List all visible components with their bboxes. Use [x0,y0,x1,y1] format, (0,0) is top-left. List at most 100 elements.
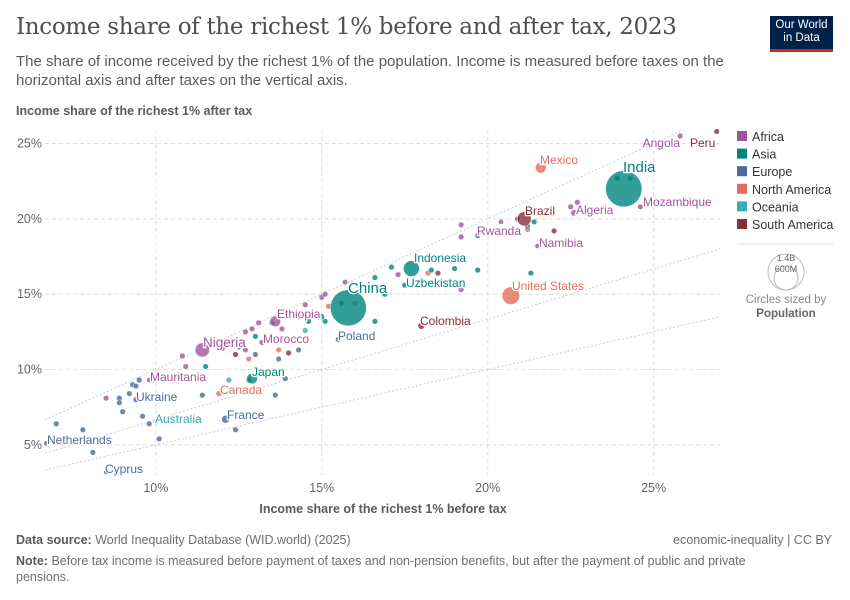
data-point [89,449,96,456]
data-point [451,265,458,272]
y-tick-label: 10% [17,363,42,377]
legend-label: South America [752,218,833,232]
legend-swatch [737,131,747,141]
data-point [219,345,226,352]
legend-item-africa[interactable]: Africa [737,130,784,144]
reference-line [44,316,721,471]
owid-logo[interactable]: Our World in Data [770,16,833,52]
data-point [371,318,378,325]
data-point [275,346,282,353]
legend-item-europe[interactable]: Europe [737,165,792,179]
legend-swatch [737,219,747,229]
data-point [182,363,189,370]
data-point [318,313,325,320]
data-point [295,346,302,353]
point-label: Morocco [263,332,309,346]
legend-item-south-america[interactable]: South America [737,218,833,232]
legend-swatch [737,183,747,194]
point-label: Netherlands [47,433,112,447]
data-point [249,325,256,332]
point-label: Brazil [525,204,555,218]
data-point-ukraine [132,396,140,403]
data-point [342,279,349,286]
data-point [252,351,259,358]
point-label: Poland [338,329,375,343]
reference-line [44,248,721,454]
point-label: Cyprus [105,462,143,476]
data-point-poland [335,336,342,343]
point-label: Ukraine [136,390,178,404]
point-label: Namibia [539,236,583,250]
data-point-france [221,415,230,424]
data-point [136,377,143,384]
data-point-canada [215,390,223,397]
data-point [278,325,285,332]
data-point-nigeria [194,342,210,358]
legend-item-north-america[interactable]: North America [737,183,831,197]
size-legend-title: Circles sized by [746,294,827,306]
data-point-uzbekistan [401,282,408,289]
point-label: Mexico [540,153,578,167]
data-point [551,227,558,234]
data-point [202,363,209,370]
data-point [252,333,259,340]
x-tick-label: 15% [309,481,334,495]
data-point [388,264,395,271]
data-source: Data source: World Inequality Database (… [16,533,351,547]
legend-item-oceania[interactable]: Oceania [737,200,799,214]
data-point [116,399,123,406]
data-point [395,271,402,278]
chart-title: Income share of the richest 1% before an… [16,14,677,40]
data-point [146,420,153,427]
data-point [381,291,388,298]
point-label: Angola [643,136,681,150]
data-point-colombia [417,322,426,330]
legend-label: Africa [752,130,784,144]
y-tick-label: 5% [24,438,42,452]
data-point [371,274,378,281]
note-text: Before tax income is measured before pay… [16,554,746,584]
data-point-namibia [534,243,541,249]
data-point [79,426,86,433]
data-point [103,395,110,402]
data-point [272,392,279,399]
data-point-algeria [570,209,578,217]
license[interactable]: economic-inequality | CC BY [673,533,832,547]
point-label: Ethiopia [277,307,321,321]
data-point [282,375,289,382]
data-point-japan [246,372,258,385]
point-label: India [623,159,656,176]
size-legend-label: 1.4B [777,253,796,263]
data-point-mozambique [637,203,644,210]
data-point [245,355,252,362]
x-tick-label: 20% [475,481,500,495]
point-label: Canada [220,383,262,397]
data-point [302,301,309,308]
data-point [275,355,282,362]
data-point-netherlands [43,440,50,447]
point-label: Uzbekistan [406,276,465,290]
data-point [355,333,362,340]
legend-swatch [737,166,747,177]
data-point [225,377,232,384]
y-axis-title: Income share of the richest 1% after tax [16,104,252,118]
x-axis-title: Income share of the richest 1% before ta… [259,502,506,516]
data-point-indonesia [403,260,420,277]
point-label: Algeria [576,203,614,217]
point-label: Indonesia [414,251,466,265]
x-tick-label: 10% [143,481,168,495]
source-text[interactable]: World Inequality Database (WID.world) (2… [95,533,351,547]
data-point-mauritania [146,377,153,383]
data-point-china [330,289,367,327]
legend-item-asia[interactable]: Asia [737,148,776,162]
data-point [132,383,139,390]
data-point [524,226,531,233]
data-point [232,426,239,433]
data-point [242,346,249,353]
chart-subtitle: The share of income received by the rich… [16,53,724,89]
data-point [567,203,574,210]
size-legend-label: 600M [775,264,798,274]
point-label: Nigeria [203,335,246,350]
